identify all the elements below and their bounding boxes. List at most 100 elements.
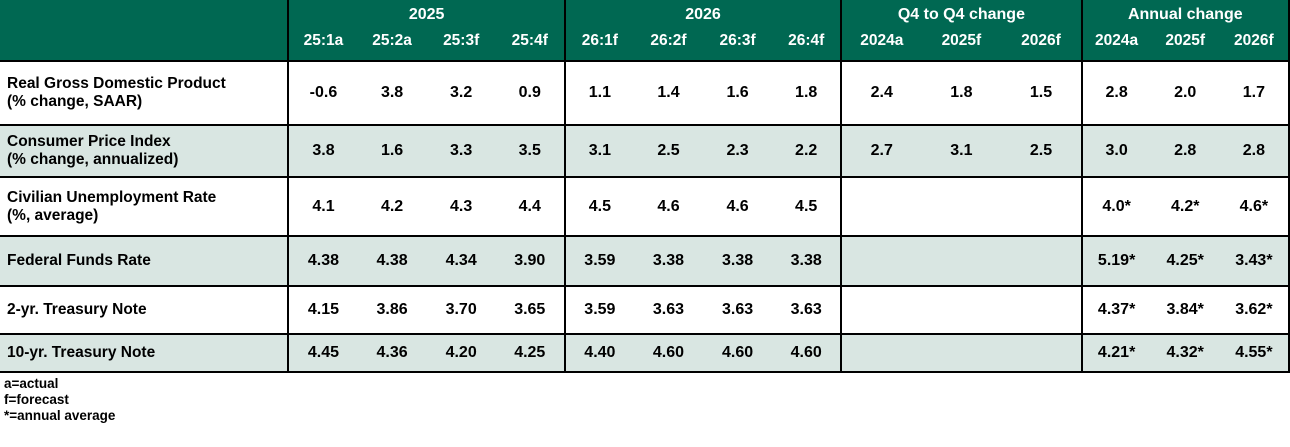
data-cell [1001,177,1082,236]
forecast-table: 2025 2026 Q4 to Q4 change Annual change 25:… [0,0,1290,373]
row-label-cell: Federal Funds Rate [0,236,289,286]
row-sublabel: (% change, annualized) [7,151,179,168]
data-cell: 4.60 [703,334,773,372]
column-header: 25:3f [426,30,496,61]
column-header: 25:4f [495,30,565,61]
column-header: 2024a [840,30,922,61]
data-cell: 2.2 [772,125,842,177]
data-cell: 1.6 [703,61,773,125]
table-row: Civilian Unemployment Rate (%, average) 4.… [0,177,1289,236]
header-columns-row: 25:1a 25:2a 25:3f 25:4f 26:1f 26:2f 26:3f 26:4f… [0,30,1289,61]
data-cell [1001,236,1082,286]
row-label: Consumer Price Index [7,133,171,151]
data-cell: 4.1 [287,177,358,236]
table-row: 2-yr. Treasury Note 4.15 3.86 3.70 3.65 3.59 3… [0,286,1289,334]
column-header: 26:4f [772,30,842,61]
data-cell: 2.8 [1150,125,1220,177]
data-cell: 3.1 [921,125,1002,177]
data-cell: 4.37* [1080,286,1151,334]
data-cell: 5.19* [1080,236,1151,286]
data-cell [921,286,1002,334]
data-cell: 3.63 [703,286,773,334]
data-cell: 1.1 [563,61,634,125]
data-cell: 4.15 [287,286,358,334]
data-cell [840,286,922,334]
table-row: Federal Funds Rate 4.38 4.38 4.34 3.90 3.59 3.… [0,236,1289,286]
table-header: 2025 2026 Q4 to Q4 change Annual change 25:… [0,0,1289,61]
column-group-header: 2025 [287,0,565,30]
data-cell: 3.8 [357,61,427,125]
footnotes: a=actual f=forecast *=annual average [0,373,1290,424]
data-cell: 3.63 [772,286,842,334]
data-cell [921,177,1002,236]
data-cell: 4.6 [703,177,773,236]
data-cell: 4.21* [1080,334,1151,372]
data-cell: 1.8 [921,61,1002,125]
footnote-actual: a=actual [4,376,59,391]
row-label-cell: Civilian Unemployment Rate (%, average) [0,177,289,236]
column-header: 2025f [1150,30,1220,61]
data-cell: 1.6 [357,125,427,177]
data-cell: 3.62* [1219,286,1289,334]
data-cell: 2.0 [1150,61,1220,125]
data-cell: 3.8 [287,125,358,177]
row-label: Civilian Unemployment Rate [7,188,217,206]
data-cell: 3.59 [563,236,634,286]
column-group-header: Q4 to Q4 change [840,0,1082,30]
column-header: 2024a [1080,30,1151,61]
data-cell: 4.2* [1150,177,1220,236]
column-header: 2025f [921,30,1002,61]
data-cell: 3.59 [563,286,634,334]
data-cell: 3.1 [563,125,634,177]
data-cell [1001,334,1082,372]
data-cell: 4.40 [563,334,634,372]
corner-cell [0,0,289,30]
data-cell: 4.0* [1080,177,1151,236]
data-cell: 3.38 [703,236,773,286]
row-label-cell: 10-yr. Treasury Note [0,334,289,372]
data-cell: 4.38 [357,236,427,286]
data-cell: 3.84* [1150,286,1220,334]
data-cell: 4.4 [495,177,565,236]
data-cell: 3.3 [426,125,496,177]
data-cell: 3.38 [633,236,704,286]
data-cell [840,236,922,286]
header-group-row: 2025 2026 Q4 to Q4 change Annual change [0,0,1289,30]
data-cell: 1.8 [772,61,842,125]
data-cell: 0.9 [495,61,565,125]
data-cell: 4.6 [633,177,704,236]
row-label-cell: 2-yr. Treasury Note [0,286,289,334]
data-cell: 2.4 [840,61,922,125]
data-cell: 4.20 [426,334,496,372]
data-cell: 3.63 [633,286,704,334]
data-cell: 3.2 [426,61,496,125]
data-cell: 3.86 [357,286,427,334]
row-sublabel: (%, average) [7,206,99,224]
column-group-header: Annual change [1080,0,1289,30]
corner-cell [0,30,289,61]
data-cell: 3.43* [1219,236,1289,286]
data-cell: 4.5 [563,177,634,236]
data-cell: 4.32* [1150,334,1220,372]
column-header: 2026f [1219,30,1289,61]
data-cell: 2.5 [1001,125,1082,177]
data-cell [921,334,1002,372]
footnote-annual-average: *=annual average [4,407,116,423]
data-cell: 4.2 [357,177,427,236]
data-cell [921,236,1002,286]
column-header: 25:2a [357,30,427,61]
row-label-cell: Consumer Price Index (% change, annualize… [0,125,289,177]
row-label-cell: Real Gross Domestic Product (% change, SA… [0,61,289,125]
data-cell [840,177,922,236]
data-cell: 4.60 [772,334,842,372]
data-cell: 3.65 [495,286,565,334]
table-row: Real Gross Domestic Product (% change, SA… [0,61,1289,125]
data-cell: 4.5 [772,177,842,236]
data-cell: 4.25* [1150,236,1220,286]
data-cell [840,334,922,372]
data-cell: 4.45 [287,334,358,372]
row-label: 10-yr. Treasury Note [7,344,156,362]
table-row: Consumer Price Index (% change, annualize… [0,125,1289,177]
column-header: 26:3f [703,30,773,61]
data-cell: 3.70 [426,286,496,334]
